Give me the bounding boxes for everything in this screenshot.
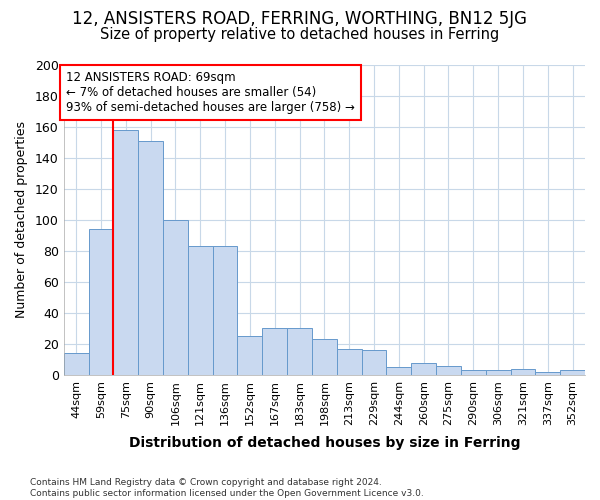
Bar: [411, 362, 436, 375]
Text: 12, ANSISTERS ROAD, FERRING, WORTHING, BN12 5JG: 12, ANSISTERS ROAD, FERRING, WORTHING, B…: [73, 10, 527, 28]
Bar: [113, 130, 138, 375]
Bar: [89, 229, 113, 375]
Bar: [163, 220, 188, 375]
Bar: [262, 328, 287, 375]
Bar: [64, 353, 89, 375]
Bar: [436, 366, 461, 375]
Bar: [386, 367, 411, 375]
Text: 12 ANSISTERS ROAD: 69sqm
← 7% of detached houses are smaller (54)
93% of semi-de: 12 ANSISTERS ROAD: 69sqm ← 7% of detache…: [66, 71, 355, 114]
Bar: [486, 370, 511, 375]
Bar: [312, 340, 337, 375]
Bar: [287, 328, 312, 375]
Bar: [511, 368, 535, 375]
Bar: [362, 350, 386, 375]
Bar: [535, 372, 560, 375]
X-axis label: Distribution of detached houses by size in Ferring: Distribution of detached houses by size …: [128, 436, 520, 450]
Text: Contains HM Land Registry data © Crown copyright and database right 2024.
Contai: Contains HM Land Registry data © Crown c…: [30, 478, 424, 498]
Bar: [337, 348, 362, 375]
Bar: [212, 246, 238, 375]
Bar: [560, 370, 585, 375]
Bar: [138, 141, 163, 375]
Bar: [461, 370, 486, 375]
Text: Size of property relative to detached houses in Ferring: Size of property relative to detached ho…: [100, 28, 500, 42]
Bar: [188, 246, 212, 375]
Bar: [238, 336, 262, 375]
Y-axis label: Number of detached properties: Number of detached properties: [15, 122, 28, 318]
